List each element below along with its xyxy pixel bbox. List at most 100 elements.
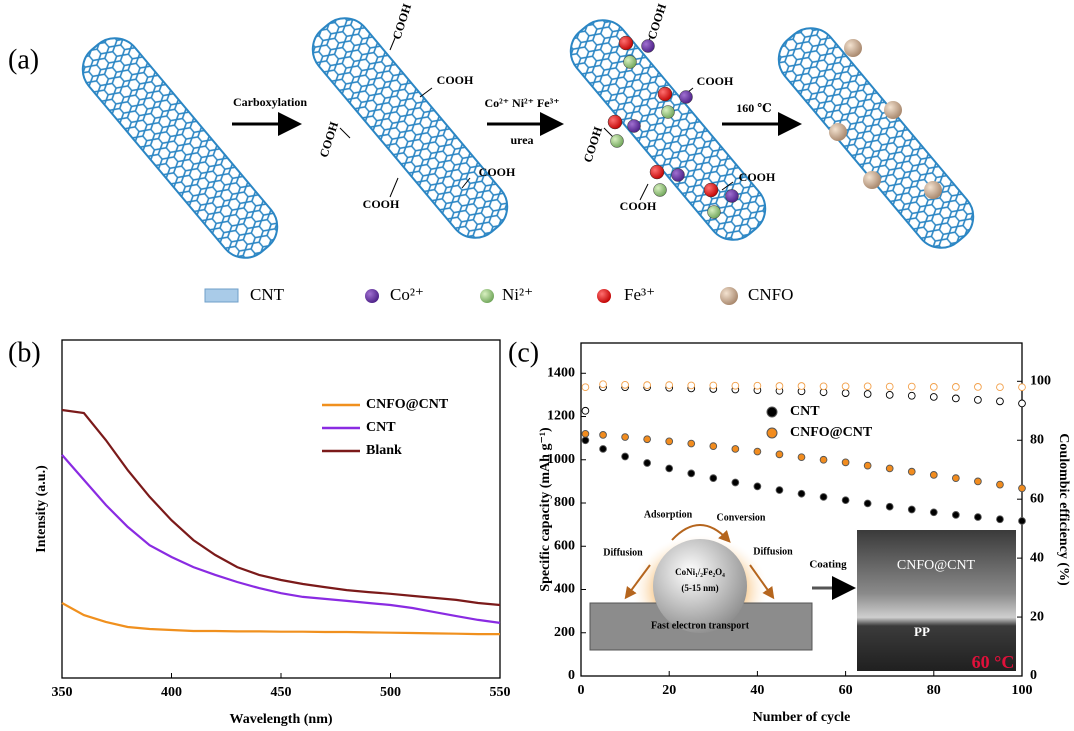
nanotube: [72, 28, 288, 269]
data-point: [710, 475, 717, 482]
data-point: [908, 392, 915, 399]
data-point: [1019, 400, 1026, 407]
x-tick-label: 550: [490, 685, 511, 700]
inset-label: PP: [914, 624, 930, 639]
data-point: [666, 465, 673, 472]
data-point: [975, 514, 982, 521]
legend-swatch: [767, 407, 777, 417]
data-point: [1019, 384, 1026, 391]
legend-swatch: [480, 289, 494, 303]
data-point: [886, 465, 893, 472]
data-point: [886, 391, 893, 398]
cooh-label: COOH: [644, 1, 669, 41]
inset-label: Adsorption: [644, 509, 693, 520]
y-tick-label: 1400: [547, 365, 575, 380]
inset-label: CNFO@CNT: [897, 558, 976, 573]
data-point: [600, 381, 607, 388]
data-point: [710, 382, 717, 389]
step-label: Co²⁺ Ni²⁺ Fe³⁺: [484, 96, 559, 110]
data-point: [754, 483, 761, 490]
data-point: [842, 390, 849, 397]
data-point: [600, 431, 607, 438]
y-axis-label: Specific capacity (mAh g⁻¹): [538, 427, 553, 592]
data-point: [732, 479, 739, 486]
data-point: [864, 383, 871, 390]
legend-swatch: [720, 287, 738, 305]
cooh-label: COOH: [697, 74, 734, 88]
data-point: [997, 481, 1004, 488]
inset-label: CoNi₁/₂Fe₂O₄: [675, 567, 725, 577]
series-line: [62, 603, 500, 634]
legend-label: Fe³⁺: [624, 285, 655, 304]
y2-tick-label: 40: [1030, 550, 1044, 565]
x-axis-label: Wavelength (nm): [229, 712, 332, 727]
y-tick-label: 0: [568, 668, 575, 683]
y2-tick-label: 20: [1030, 609, 1044, 624]
data-point: [864, 462, 871, 469]
data-point: [930, 384, 937, 391]
data-point: [688, 470, 695, 477]
data-point: [644, 436, 651, 443]
data-point: [975, 478, 982, 485]
data-point: [644, 460, 651, 467]
legend-swatch: [205, 289, 238, 302]
data-point: [908, 506, 915, 513]
data-point: [820, 494, 827, 501]
data-point: [997, 398, 1004, 405]
inset-label: Fast electron transport: [651, 620, 750, 631]
data-point: [798, 490, 805, 497]
data-point: [754, 448, 761, 455]
data-point: [864, 391, 871, 398]
x-tick-label: 60: [839, 683, 853, 698]
data-point: [908, 468, 915, 475]
data-point: [997, 384, 1004, 391]
data-point: [1019, 485, 1026, 492]
data-point: [776, 383, 783, 390]
legend-swatch: [597, 289, 611, 303]
x-tick-label: 20: [662, 683, 676, 698]
y-axis-label: Intensity (a.u.): [34, 465, 49, 553]
inset-label: Diffusion: [603, 547, 643, 558]
legend-swatch: [767, 428, 777, 438]
data-point: [732, 382, 739, 389]
x-axis-label: Number of cycle: [753, 710, 851, 725]
inset-label: 60 °C: [972, 652, 1015, 672]
legend-label: CNT: [250, 285, 285, 304]
data-point: [908, 383, 915, 390]
panel-label: (c): [508, 337, 539, 368]
y-tick-label: 800: [554, 495, 575, 510]
legend-label: CNFO@CNT: [790, 425, 873, 440]
data-point: [975, 384, 982, 391]
cooh-label: COOH: [739, 170, 776, 184]
data-point: [930, 509, 937, 516]
data-point: [952, 384, 959, 391]
legend-label: CNT: [366, 420, 396, 435]
cooh-label: COOH: [437, 73, 474, 87]
panel-label: (b): [8, 337, 41, 368]
data-point: [952, 512, 959, 519]
page: {"diagram": {"panel_label": "(a)", "step…: [0, 0, 1074, 731]
data-point: [600, 446, 607, 453]
data-point: [952, 395, 959, 402]
data-point: [622, 381, 629, 388]
x-tick-label: 40: [750, 683, 764, 698]
inset-label: Conversion: [717, 512, 766, 523]
cooh-label: COOH: [479, 165, 516, 179]
data-point: [842, 383, 849, 390]
data-point: [820, 383, 827, 390]
legend-label: CNFO@CNT: [366, 397, 449, 412]
y2-tick-label: 100: [1030, 374, 1051, 389]
data-point: [886, 503, 893, 510]
data-point: [886, 383, 893, 390]
y-tick-label: 1200: [547, 409, 575, 424]
cooh-label: COOH: [316, 119, 341, 159]
data-point: [975, 396, 982, 403]
data-point: [930, 472, 937, 479]
cooh-label: COOH: [363, 197, 400, 211]
legend-label: Co²⁺: [390, 285, 424, 304]
legend-label: Ni²⁺: [502, 285, 533, 304]
data-point: [622, 434, 629, 441]
y2-tick-label: 80: [1030, 432, 1044, 447]
data-point: [666, 438, 673, 445]
legend-label: CNT: [790, 404, 820, 419]
